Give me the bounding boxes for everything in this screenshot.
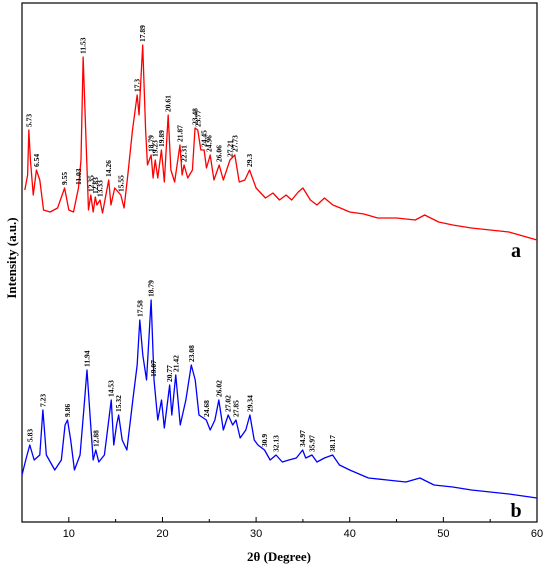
peak-label-b: 18.79 (147, 280, 156, 297)
x-tick-label: 30 (250, 528, 262, 540)
peak-label-b: 20.77 (165, 365, 174, 382)
series-b-label: b (510, 500, 521, 522)
peak-label-a: 27.21 (226, 140, 235, 157)
peak-label-a: 23.77 (193, 110, 202, 127)
peak-label-a: 23.48 (191, 108, 200, 125)
peak-label-b: 34.97 (298, 430, 307, 447)
peak-label-b: 17.58 (135, 300, 144, 317)
peak-label-a: 18.79 (147, 135, 156, 152)
peak-label-a: 24.45 (200, 130, 209, 147)
peak-label-b: 15.32 (114, 395, 123, 412)
peak-label-a: 9.55 (60, 172, 69, 185)
peak-label-b: 27.02 (224, 395, 233, 412)
peak-label-a: 5.73 (24, 114, 33, 127)
peak-label-a: 11.53 (79, 37, 88, 54)
peak-label-b: 23.08 (187, 345, 196, 362)
peak-label-a: 26.06 (215, 145, 224, 162)
peak-label-b: 32.13 (272, 435, 281, 452)
peak-label-b: 30.9 (260, 434, 269, 447)
peak-label-a: 11.03 (74, 168, 83, 185)
peak-label-a: 22.31 (180, 145, 189, 162)
x-tick-label: 60 (531, 528, 543, 540)
peak-label-a: 21.87 (176, 125, 185, 142)
peak-label-b: 12.88 (91, 430, 100, 447)
peak-label-b: 11.94 (83, 350, 92, 367)
plot-frame (21, 2, 538, 523)
peak-label-a: 14.26 (104, 160, 113, 177)
peak-label-b: 26.02 (214, 380, 223, 397)
peak-label-b: 29.34 (245, 395, 254, 412)
x-tick-label: 40 (344, 528, 356, 540)
peak-label-a: 12.83 (91, 177, 100, 194)
y-axis-title: Intensity (a.u.) (4, 217, 19, 298)
x-tick-label: 50 (437, 528, 449, 540)
peak-label-a: 29.3 (245, 154, 254, 167)
peak-label-b: 27.85 (232, 400, 241, 417)
series-line-b (21, 299, 538, 499)
x-tick-label: 20 (156, 528, 168, 540)
peak-label-a: 20.61 (164, 95, 173, 112)
x-axis-title: 2θ (Degree) (247, 549, 311, 564)
peak-label-b: 19.07 (149, 360, 158, 377)
peak-label-b: 21.42 (171, 355, 180, 372)
series-a-label: a (511, 240, 521, 262)
peak-label-b: 7.23 (38, 394, 47, 407)
peak-label-a: 12.35 (86, 175, 95, 192)
series-line-a (24, 44, 538, 241)
x-tick-label: 10 (63, 528, 75, 540)
peak-label-a: 17.3 (133, 79, 142, 92)
peak-label-a: 19.23 (151, 140, 160, 157)
peak-label-a: 17.89 (138, 25, 147, 42)
peak-label-a: 15.55 (116, 175, 125, 192)
peak-label-a: 27.73 (230, 135, 239, 152)
peak-label-b: 14.53 (107, 380, 116, 397)
peak-label-b: 38.17 (328, 435, 337, 452)
peak-label-b: 5.83 (25, 429, 34, 442)
peak-label-a: 13.33 (96, 180, 105, 197)
peak-label-a: 24.96 (204, 135, 213, 152)
peak-label-b: 9.86 (63, 404, 72, 417)
peak-label-a: 19.89 (157, 130, 166, 147)
peak-label-b: 35.97 (308, 435, 317, 452)
peak-label-a: 6.54 (32, 154, 41, 167)
peak-label-b: 24.68 (202, 400, 211, 417)
